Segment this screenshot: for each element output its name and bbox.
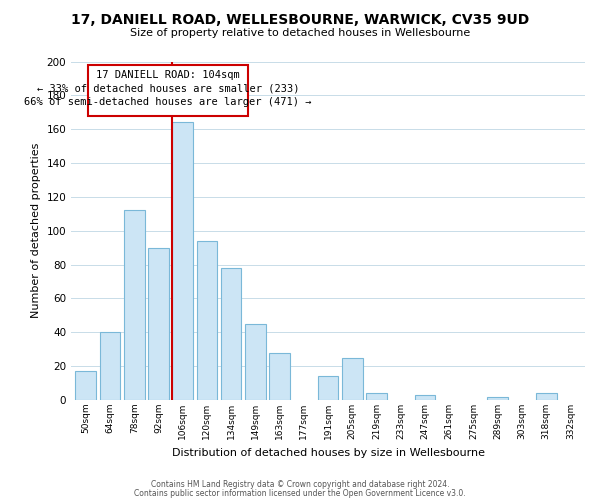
Bar [487, 396, 508, 400]
Bar [415, 395, 436, 400]
X-axis label: Distribution of detached houses by size in Wellesbourne: Distribution of detached houses by size … [172, 448, 485, 458]
Bar [172, 122, 193, 400]
Bar [536, 393, 557, 400]
Bar [76, 371, 96, 400]
Bar [221, 268, 241, 400]
Text: ← 33% of detached houses are smaller (233): ← 33% of detached houses are smaller (23… [37, 84, 299, 94]
Bar [124, 210, 145, 400]
Bar [269, 352, 290, 400]
Bar [366, 393, 387, 400]
Bar [148, 248, 169, 400]
Text: Contains HM Land Registry data © Crown copyright and database right 2024.: Contains HM Land Registry data © Crown c… [151, 480, 449, 489]
Text: 17 DANIELL ROAD: 104sqm: 17 DANIELL ROAD: 104sqm [96, 70, 240, 80]
Text: Contains public sector information licensed under the Open Government Licence v3: Contains public sector information licen… [134, 488, 466, 498]
Bar [342, 358, 362, 400]
Y-axis label: Number of detached properties: Number of detached properties [31, 143, 41, 318]
Text: 66% of semi-detached houses are larger (471) →: 66% of semi-detached houses are larger (… [24, 97, 311, 107]
Bar [88, 65, 248, 116]
Bar [245, 324, 266, 400]
Bar [100, 332, 121, 400]
Bar [197, 241, 217, 400]
Text: 17, DANIELL ROAD, WELLESBOURNE, WARWICK, CV35 9UD: 17, DANIELL ROAD, WELLESBOURNE, WARWICK,… [71, 12, 529, 26]
Bar [318, 376, 338, 400]
Text: Size of property relative to detached houses in Wellesbourne: Size of property relative to detached ho… [130, 28, 470, 38]
